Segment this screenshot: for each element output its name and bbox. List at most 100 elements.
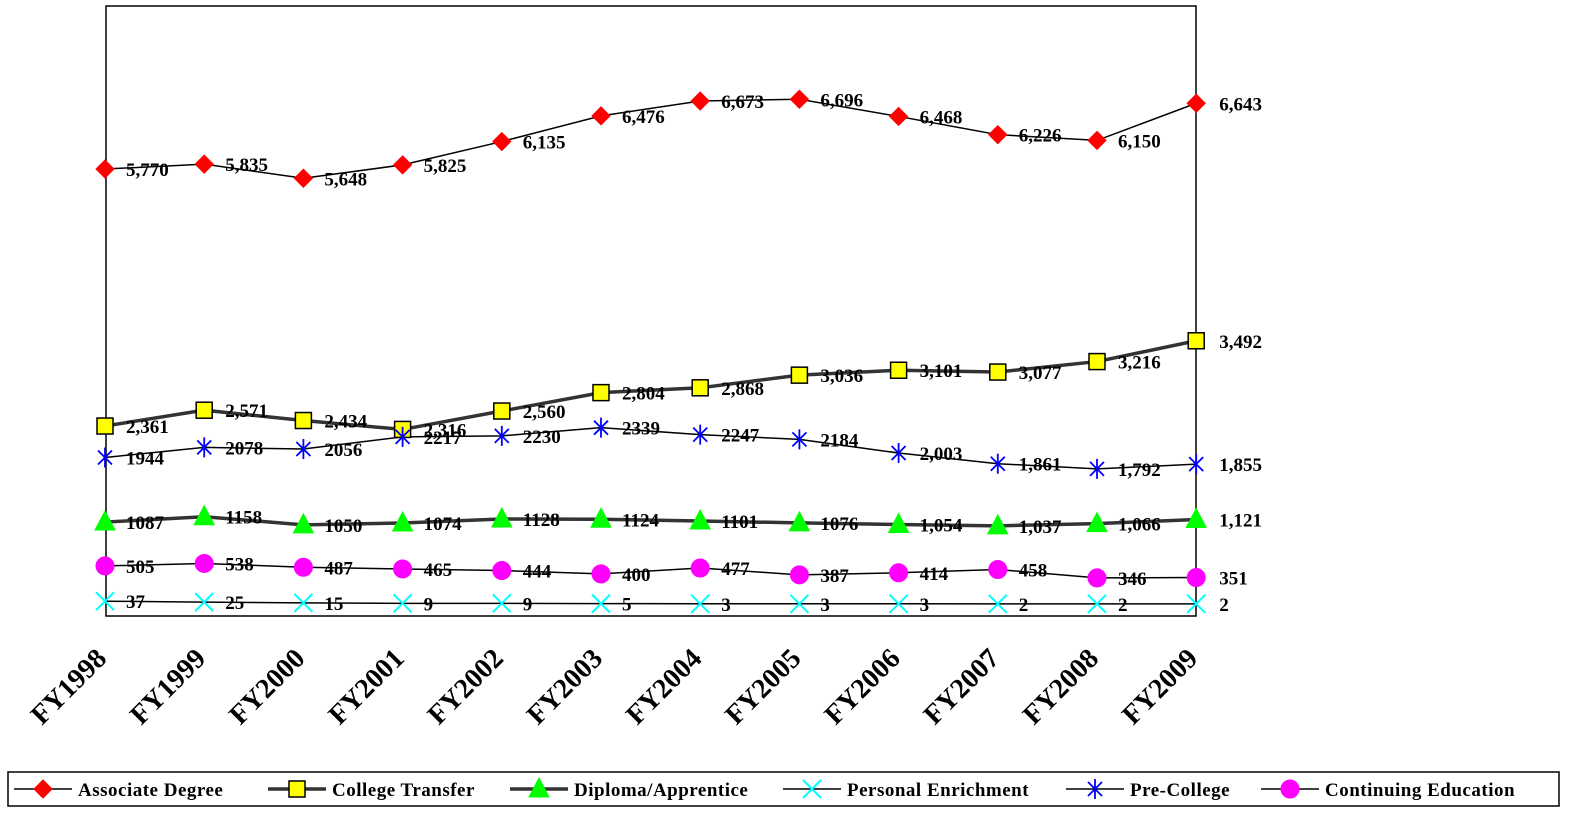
- data-point-college-transfer: [691, 379, 709, 397]
- data-point-diploma-apprentice: [788, 510, 811, 532]
- x-tick-label: FY2003: [521, 643, 609, 731]
- data-label-college-transfer: 3,077: [1019, 363, 1062, 384]
- data-label-associate-degree: 6,150: [1118, 131, 1161, 152]
- data-point-personal-enrichment: [888, 594, 909, 614]
- legend-label-college-transfer: College Transfer: [332, 780, 475, 801]
- x-tick-label: FY2002: [422, 643, 510, 731]
- data-point-pre-college: [692, 424, 708, 445]
- data-label-diploma-apprentice: 1074: [424, 514, 463, 535]
- data-point-associate-degree: [95, 159, 115, 179]
- legend-item-college-transfer: College Transfer: [268, 780, 475, 801]
- data-label-personal-enrichment: 2: [1118, 595, 1128, 616]
- data-point-personal-enrichment: [988, 594, 1008, 614]
- data-point-pre-college: [295, 439, 312, 460]
- data-point-pre-college: [890, 443, 907, 464]
- data-label-associate-degree: 6,468: [920, 107, 963, 128]
- series-line-diploma-apprentice: [104, 514, 1197, 528]
- data-label-pre-college: 2056: [324, 440, 362, 461]
- data-point-personal-enrichment: [1087, 594, 1107, 614]
- data-label-associate-degree: 5,835: [225, 155, 268, 176]
- data-label-associate-degree: 6,135: [523, 133, 566, 154]
- data-point-continuing-education: [95, 556, 115, 576]
- data-point-associate-degree: [492, 131, 512, 152]
- data-label-diploma-apprentice: 1,054: [920, 516, 963, 537]
- x-tick-label: FY1998: [25, 643, 113, 731]
- data-label-college-transfer: 3,492: [1219, 332, 1262, 353]
- data-point-college-transfer: [592, 383, 610, 402]
- data-point-continuing-education: [393, 559, 413, 579]
- x-tick-label: FY2004: [620, 643, 708, 731]
- legend-label-diploma-apprentice: Diploma/Apprentice: [574, 780, 748, 801]
- data-point-college-transfer: [195, 401, 213, 419]
- legend-marker-pre-college: [1087, 779, 1103, 799]
- data-point-personal-enrichment: [95, 591, 115, 611]
- data-point-college-transfer: [889, 361, 908, 379]
- data-point-personal-enrichment: [293, 593, 314, 613]
- series-layer: [94, 89, 1208, 614]
- data-point-college-transfer: [493, 402, 511, 420]
- data-label-personal-enrichment: 5: [622, 595, 632, 616]
- legend-marker-personal-enrichment: [802, 779, 822, 799]
- data-point-continuing-education: [889, 563, 909, 583]
- data-label-diploma-apprentice: 1087: [126, 513, 165, 534]
- legend-label-associate-degree: Associate Degree: [78, 780, 223, 801]
- data-point-college-transfer: [294, 411, 313, 430]
- data-point-pre-college: [394, 426, 411, 447]
- data-point-diploma-apprentice: [689, 508, 712, 530]
- data-point-diploma-apprentice: [391, 510, 414, 532]
- x-axis-tick-labels: FY1998 FY1999 FY2000 FY2001 FY2002 FY2003 FY20…: [25, 643, 1204, 731]
- data-label-personal-enrichment: 3: [820, 595, 830, 616]
- data-label-continuing-education: 444: [523, 562, 552, 583]
- data-label-continuing-education: 465: [424, 560, 453, 581]
- data-label-college-transfer: 2,434: [324, 412, 367, 433]
- data-point-personal-enrichment: [690, 594, 710, 614]
- data-label-continuing-education: 351: [1219, 569, 1248, 590]
- data-point-pre-college: [1089, 458, 1105, 479]
- data-label-continuing-education: 346: [1118, 569, 1147, 590]
- legend-marker-continuing-education: [1280, 779, 1300, 799]
- data-point-continuing-education: [1186, 568, 1206, 588]
- data-label-diploma-apprentice: 1128: [523, 510, 560, 531]
- data-label-continuing-education: 538: [225, 554, 254, 575]
- data-point-diploma-apprentice: [490, 506, 513, 528]
- series-line-personal-enrichment: [104, 600, 1197, 605]
- data-point-continuing-education: [789, 565, 809, 585]
- data-point-college-transfer: [790, 366, 809, 384]
- data-label-pre-college: 2184: [820, 430, 859, 451]
- data-label-pre-college: 2217: [424, 428, 463, 449]
- data-label-college-transfer: 2,804: [622, 384, 665, 405]
- data-label-pre-college: 1,855: [1219, 455, 1262, 476]
- data-label-continuing-education: 505: [126, 557, 155, 578]
- data-point-college-transfer: [1088, 352, 1106, 371]
- data-label-continuing-education: 414: [920, 564, 949, 585]
- legend-item-personal-enrichment: Personal Enrichment: [783, 779, 1029, 801]
- data-label-continuing-education: 387: [820, 566, 849, 587]
- data-label-diploma-apprentice: 1124: [622, 510, 659, 531]
- data-point-pre-college: [494, 425, 510, 446]
- data-point-pre-college: [791, 429, 808, 450]
- data-label-layer: 5,770 5,835 5,648 5,825 6,135 6,476 6,673 6,696…: [126, 90, 1262, 616]
- data-point-personal-enrichment: [789, 594, 810, 614]
- data-label-diploma-apprentice: 1,066: [1118, 515, 1161, 536]
- data-point-continuing-education: [1087, 568, 1107, 588]
- data-point-associate-degree: [988, 124, 1008, 145]
- data-label-personal-enrichment: 3: [721, 595, 731, 616]
- legend-item-continuing-education: Continuing Education: [1261, 779, 1515, 801]
- data-point-diploma-apprentice: [986, 513, 1009, 535]
- data-label-continuing-education: 458: [1019, 560, 1048, 581]
- data-label-continuing-education: 487: [324, 558, 353, 579]
- data-label-continuing-education: 400: [622, 565, 651, 586]
- data-point-associate-degree: [1186, 93, 1206, 113]
- data-point-personal-enrichment: [492, 593, 512, 614]
- data-point-associate-degree: [789, 89, 810, 109]
- data-label-personal-enrichment: 9: [523, 594, 533, 615]
- data-label-college-transfer: 2,361: [126, 417, 169, 438]
- data-label-associate-degree: 6,696: [820, 90, 863, 111]
- data-label-diploma-apprentice: 1050: [324, 516, 362, 537]
- data-point-college-transfer: [96, 417, 114, 435]
- legend-item-diploma-apprentice: Diploma/Apprentice: [510, 776, 748, 801]
- data-label-pre-college: 1,792: [1118, 460, 1161, 481]
- data-point-diploma-apprentice: [1185, 507, 1208, 528]
- data-label-college-transfer: 3,036: [820, 366, 863, 387]
